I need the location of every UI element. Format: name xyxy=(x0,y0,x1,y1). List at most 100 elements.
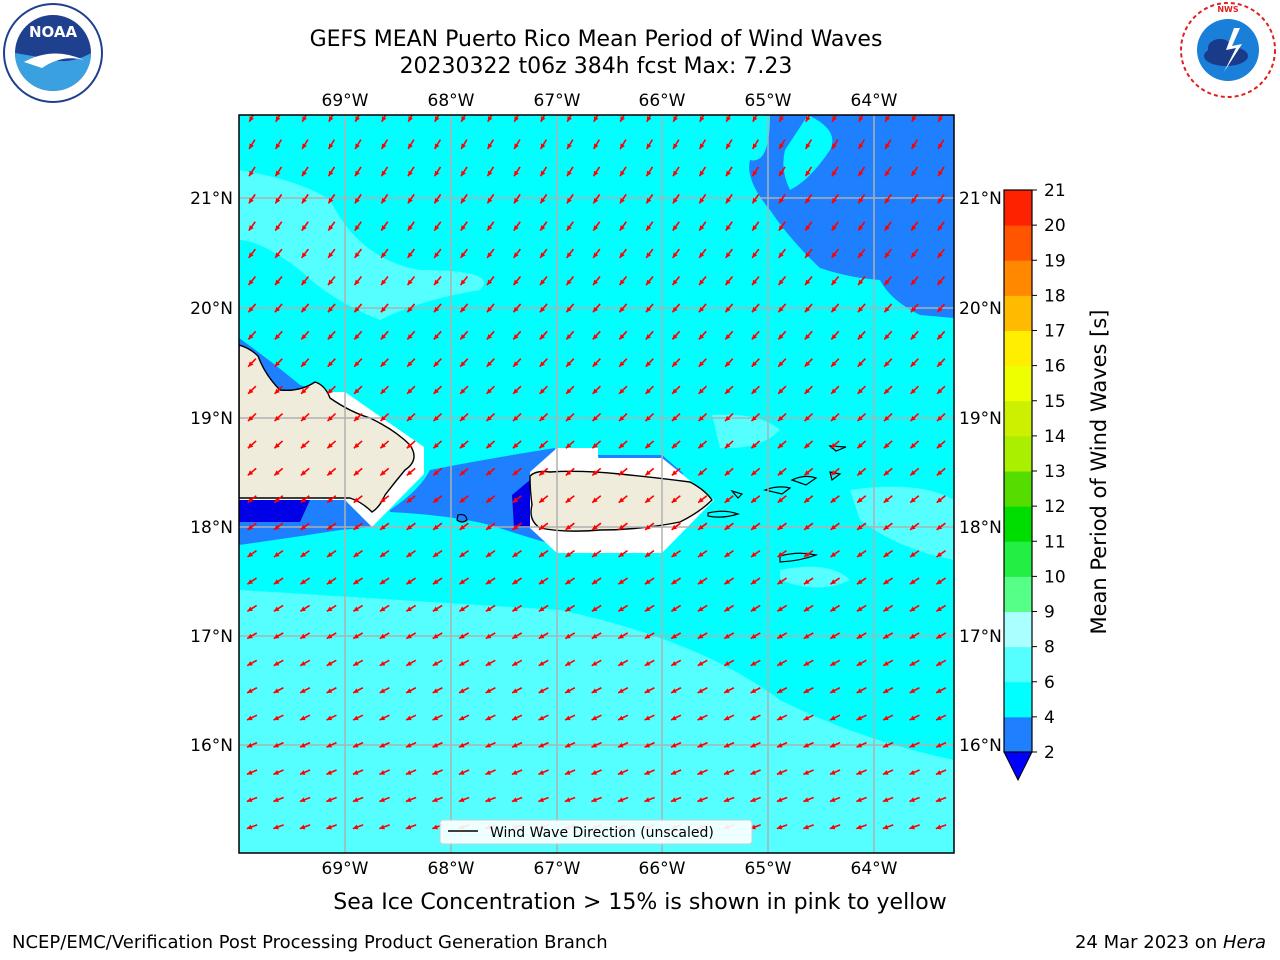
wind-wave-arrow xyxy=(566,221,574,232)
wind-wave-arrow xyxy=(909,769,920,776)
wind-wave-arrow xyxy=(936,276,946,286)
lon-label-bottom: 69°W xyxy=(322,859,369,879)
wind-wave-arrow xyxy=(856,796,867,803)
wind-wave-arrow xyxy=(617,796,629,803)
wind-wave-arrow xyxy=(804,166,813,177)
wind-wave-arrow xyxy=(459,276,469,286)
wind-wave-arrow xyxy=(432,769,443,776)
wind-wave-arrow xyxy=(564,714,576,721)
wind-wave-arrow xyxy=(750,467,761,477)
wind-wave-arrow xyxy=(698,303,707,313)
wind-wave-arrow xyxy=(459,467,469,477)
wind-wave-arrow xyxy=(829,659,841,667)
wind-wave-arrow xyxy=(670,604,682,613)
wind-wave-arrow xyxy=(539,303,548,313)
wind-wave-arrow xyxy=(352,577,364,585)
lon-label-bottom: 65°W xyxy=(745,859,792,879)
wind-wave-arrow xyxy=(354,221,362,232)
wind-wave-arrow xyxy=(247,522,257,531)
wind-wave-arrow xyxy=(353,303,363,313)
wind-wave-arrow xyxy=(566,139,574,150)
wind-wave-arrow xyxy=(352,632,364,640)
wind-wave-arrow xyxy=(592,303,601,313)
wind-wave-arrow xyxy=(698,385,707,395)
wind-wave-arrow xyxy=(699,115,705,123)
wind-wave-arrow xyxy=(592,166,601,177)
wind-wave-arrow xyxy=(831,139,839,150)
wind-wave-arrow xyxy=(618,549,628,558)
wind-wave-arrow xyxy=(725,221,733,232)
wind-wave-arrow xyxy=(618,358,628,368)
wind-wave-arrow xyxy=(591,412,602,422)
wind-wave-arrow xyxy=(645,385,654,395)
wind-wave-arrow xyxy=(645,303,654,313)
wind-wave-arrow xyxy=(936,549,946,558)
lat-label-right: 17°N xyxy=(959,627,1002,647)
wind-wave-arrow xyxy=(379,769,390,776)
wind-wave-arrow xyxy=(856,522,867,531)
wind-wave-arrow xyxy=(645,139,654,150)
wind-wave-arrow xyxy=(750,495,761,504)
wind-wave-arrow xyxy=(432,522,443,531)
wind-wave-arrow xyxy=(380,139,389,150)
wind-wave-arrow xyxy=(299,659,311,667)
lon-label-bottom: 64°W xyxy=(851,859,898,879)
wind-wave-arrow xyxy=(459,440,469,449)
wind-wave-arrow xyxy=(829,741,841,748)
wind-wave-arrow xyxy=(246,714,258,721)
wind-wave-arrow xyxy=(405,604,417,613)
wind-wave-arrow xyxy=(883,303,893,313)
wind-wave-arrow xyxy=(778,221,786,232)
wind-wave-arrow xyxy=(379,577,390,585)
wind-wave-arrow xyxy=(697,714,708,721)
wind-wave-arrow xyxy=(486,276,495,286)
map-title: GEFS MEAN Puerto Rico Mean Period of Win… xyxy=(309,27,883,52)
wind-wave-arrow xyxy=(433,330,442,341)
light-period-region xyxy=(712,414,780,449)
wind-wave-arrow xyxy=(485,412,496,422)
wind-wave-arrow xyxy=(777,358,787,368)
wind-wave-arrow xyxy=(672,115,679,123)
wind-wave-arrow xyxy=(829,796,841,803)
wind-wave-arrow xyxy=(884,221,892,232)
wind-wave-arrow xyxy=(353,495,363,504)
wind-wave-arrow xyxy=(883,358,893,368)
colorbar-tick-label: 11 xyxy=(1044,532,1066,552)
colorbar-tick-label: 15 xyxy=(1044,392,1066,412)
lat-label-right: 21°N xyxy=(959,189,1002,209)
wind-wave-arrow xyxy=(804,221,813,232)
wind-wave-arrow xyxy=(458,632,470,640)
wind-wave-arrow xyxy=(354,139,362,150)
wind-wave-arrow xyxy=(406,358,416,368)
nws-logo-text: NWS xyxy=(1217,5,1239,14)
wind-wave-arrow xyxy=(591,467,602,477)
wind-wave-arrow xyxy=(697,632,708,640)
wind-wave-arrow xyxy=(937,139,945,150)
wind-wave-arrow xyxy=(698,166,707,177)
wind-wave-arrow xyxy=(592,139,601,150)
lat-label-left: 17°N xyxy=(190,627,233,647)
host-name: Hera xyxy=(1222,932,1266,953)
wind-wave-arrow xyxy=(354,115,361,123)
wind-wave-arrow xyxy=(776,687,788,694)
wind-wave-arrow xyxy=(486,303,495,313)
wind-wave-arrow xyxy=(459,495,469,504)
wind-wave-arrow xyxy=(459,303,469,313)
tortola-island xyxy=(790,475,818,486)
wind-wave-arrow xyxy=(353,549,363,558)
wind-wave-arrow xyxy=(830,303,840,313)
wind-wave-arrow xyxy=(246,796,258,803)
wind-wave-arrow xyxy=(591,549,602,558)
wind-wave-arrow xyxy=(538,632,549,640)
wind-wave-arrow xyxy=(619,248,627,259)
wind-wave-arrow xyxy=(300,467,310,477)
wind-wave-arrow xyxy=(830,276,840,286)
wind-wave-arrow xyxy=(485,467,496,477)
wind-wave-arrow xyxy=(380,166,389,177)
wind-wave-arrow xyxy=(564,741,576,748)
wind-wave-arrow xyxy=(725,193,733,204)
wind-wave-arrow xyxy=(247,385,257,395)
wind-wave-arrow xyxy=(884,193,892,204)
wind-wave-arrow xyxy=(803,604,814,613)
wind-wave-arrow xyxy=(353,276,363,286)
